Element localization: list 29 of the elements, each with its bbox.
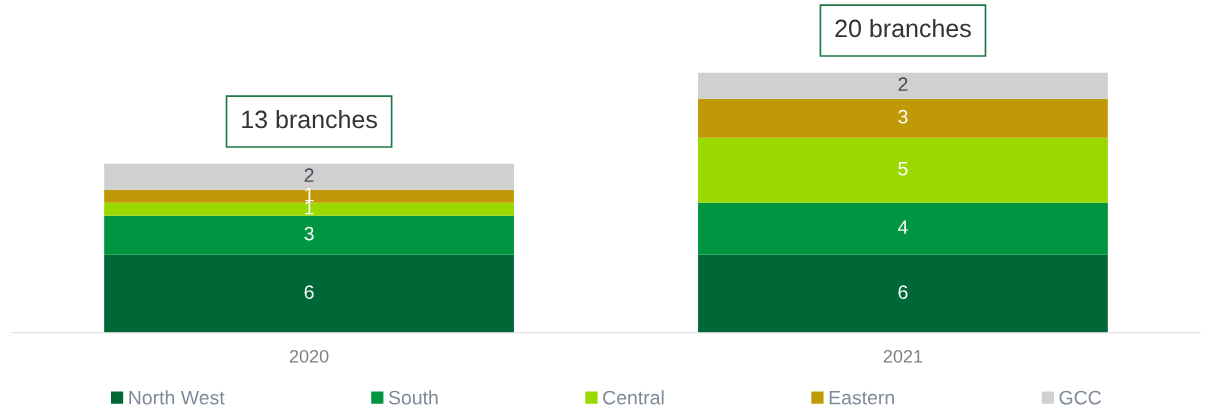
bar — [104, 189, 514, 203]
bar — [104, 163, 514, 190]
bar — [104, 254, 514, 333]
legend-label: South — [388, 390, 438, 405]
data-label: 6 — [304, 285, 314, 300]
bar — [698, 98, 1108, 138]
data-label: 1 — [305, 200, 314, 215]
data-label: 4 — [897, 220, 908, 234]
bar — [698, 202, 1108, 255]
bar — [698, 254, 1108, 333]
bar — [104, 202, 514, 216]
x-tick-label: 2020 — [289, 349, 329, 363]
legend-label: North West — [129, 390, 225, 405]
data-label: 3 — [898, 109, 908, 124]
legend-label: Central — [603, 390, 664, 405]
bar — [104, 215, 514, 255]
total-label: 20 branches — [835, 18, 971, 38]
data-label: 2 — [304, 168, 314, 182]
legend-label: Eastern — [829, 390, 894, 405]
bar — [698, 72, 1108, 99]
x-tick-label: 2021 — [883, 349, 923, 363]
total-label: 13 branches — [242, 109, 377, 129]
data-label: 1 — [305, 187, 314, 202]
data-label: 2 — [898, 77, 908, 91]
data-label: 3 — [304, 226, 314, 241]
data-label: 6 — [898, 285, 908, 300]
legend-label: GCC — [1059, 390, 1101, 405]
data-label: 5 — [898, 161, 908, 176]
bar — [698, 137, 1108, 203]
